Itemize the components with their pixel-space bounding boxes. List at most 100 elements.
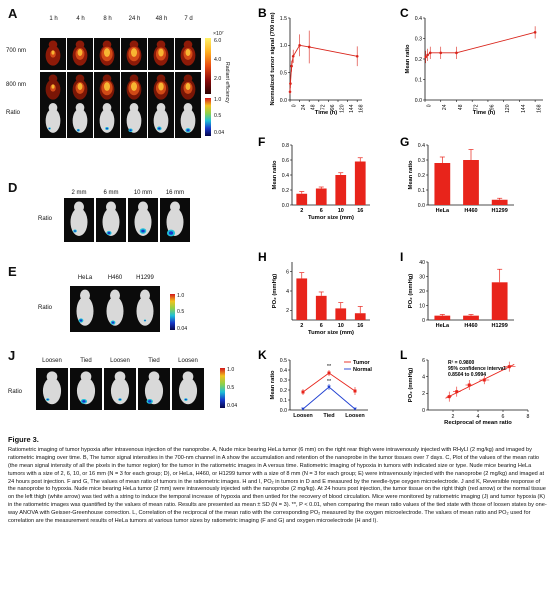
mouse-image	[70, 368, 102, 410]
size-label: 10 mm	[133, 190, 153, 196]
chart-c: C 0.0 0.1 0.2 0.3 0.4 Mean ratio Time (h) 0 24 48 7…	[400, 6, 543, 116]
time-label: 7 d	[184, 16, 193, 22]
fit-annotation: R² = 0.9800	[448, 360, 474, 366]
data-point	[424, 55, 427, 59]
size-label: 6 mm	[103, 190, 119, 196]
bar	[354, 161, 366, 205]
bar	[335, 175, 347, 205]
x-tick-label: Loosen	[293, 413, 313, 419]
panel-label-b: B	[258, 6, 267, 20]
x-tick-label: 6	[320, 208, 323, 214]
y-axis-label: Mean ratio	[408, 160, 414, 189]
mouse-image	[64, 198, 94, 242]
cell-line-label: H460	[107, 275, 123, 281]
x-tick-label: HeLa	[436, 208, 450, 214]
y-tick-label: 0.0	[415, 98, 422, 104]
ratio-tick-a-2: 0.5	[214, 113, 222, 119]
ratio-colorbar-j	[220, 368, 225, 408]
y-tick-label: 1.5	[280, 16, 287, 22]
mouse-image	[40, 72, 66, 104]
chart-g: G 0.0 0.1 0.2 0.3 0.4 Mean ratio HeLa H460 H1299	[400, 135, 514, 214]
bar	[354, 313, 366, 320]
mouse-image	[175, 38, 201, 70]
bar	[434, 163, 451, 205]
caption-body: Ratiometric imaging of tumor hypoxia aft…	[8, 446, 547, 525]
data-point	[439, 51, 443, 55]
mouse-image	[96, 198, 126, 242]
series-line	[425, 31, 536, 58]
significance-marker: **	[327, 364, 332, 370]
bar	[296, 278, 308, 320]
time-label: 24 h	[128, 16, 141, 22]
radiant-tick-1: 6.0	[214, 38, 222, 44]
radiant-colorbar	[205, 38, 211, 94]
y-tick-label: 0.3	[418, 158, 425, 164]
row-label: 700 nm	[6, 48, 27, 54]
mouse-image	[67, 38, 93, 70]
data-point	[307, 45, 311, 49]
bar	[315, 295, 327, 320]
state-label: Loosen	[178, 358, 198, 364]
radiant-scale-exponent: ×10⁷	[213, 31, 224, 37]
data-point	[455, 390, 459, 394]
x-tick-label: HeLa	[436, 323, 450, 329]
bar	[463, 315, 479, 320]
radiant-tick-3: 2.0	[214, 76, 222, 82]
y-tick-label: 0.2	[282, 188, 289, 194]
bar	[463, 160, 479, 205]
x-axis-label: Reciprocal of mean ratio	[444, 420, 512, 426]
time-label: 4 h	[76, 16, 85, 22]
y-tick-label: 4	[286, 289, 289, 295]
y-tick-label: 0.6	[282, 158, 289, 164]
ratio-tick-a-3: 0.04	[214, 130, 225, 136]
x-tick-label: H1299	[492, 208, 508, 214]
data-point	[290, 64, 293, 68]
y-tick-label: 40	[419, 260, 425, 266]
mouse-image	[67, 100, 93, 138]
x-tick-label: 2	[452, 414, 455, 420]
data-point	[289, 82, 292, 85]
y-tick-label: 0.3	[280, 378, 287, 384]
x-tick-label: 120	[340, 104, 346, 113]
significance-marker: **	[327, 379, 332, 385]
x-tick-label: H460	[464, 323, 477, 329]
ratio-tick-a-1: 1.0	[214, 97, 222, 103]
y-tick-label: 20	[419, 289, 425, 295]
data-point	[455, 51, 458, 55]
mouse-image	[36, 368, 68, 410]
x-tick-label: 6	[320, 323, 323, 329]
charts-layer: B 0.0 0.5 1.0 1.5 Normalized tumor signal (70…	[258, 6, 543, 426]
data-point	[301, 390, 305, 394]
y-tick-label: 2	[286, 308, 289, 314]
panel-label-j: J	[8, 348, 16, 363]
mouse-image	[148, 100, 174, 138]
x-tick-label: 6	[502, 414, 505, 420]
y-axis-label: Mean ratio	[270, 370, 276, 399]
mouse-image	[130, 286, 160, 332]
y-axis-label: Mean ratio	[405, 44, 411, 73]
fit-annotation: 95% confidence interval:	[448, 366, 507, 372]
data-point	[355, 54, 359, 58]
x-tick-label: 48	[458, 104, 464, 110]
y-tick-label: 0.3	[415, 36, 422, 42]
x-axis-label: Time (h)	[315, 110, 338, 116]
row-label: Ratio	[6, 110, 21, 116]
row-label-ratio-j: Ratio	[8, 389, 23, 395]
ratio-tick-j-1: 1.0	[227, 367, 235, 373]
data-point	[447, 395, 451, 399]
bar	[335, 308, 347, 320]
size-label: 16 mm	[165, 190, 185, 196]
data-point	[533, 31, 537, 34]
y-tick-label: 4	[422, 374, 425, 380]
y-tick-label: 0	[422, 318, 425, 324]
y-tick-label: 0.2	[280, 388, 287, 394]
chart-f: F 0.0 0.2 0.4 0.6 0.8 Mean ratio Tumor size (mm…	[258, 135, 370, 221]
y-tick-label: 6	[286, 269, 289, 275]
bar	[491, 282, 508, 320]
mouse-image	[94, 38, 120, 70]
cell-line-label: H1299	[136, 275, 154, 281]
y-tick-label: 0.8	[282, 143, 289, 149]
mouse-image	[104, 368, 136, 410]
data-point	[298, 44, 301, 47]
mouse-image	[175, 72, 201, 104]
